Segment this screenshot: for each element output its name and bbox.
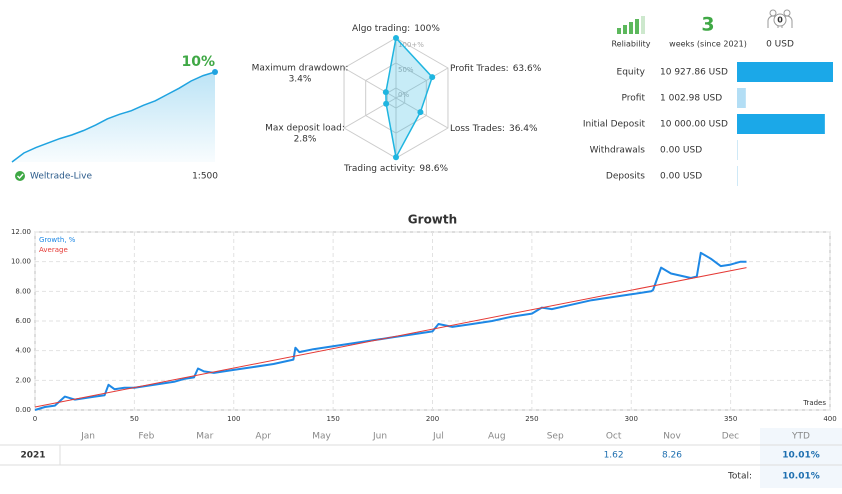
radar-tick-label: 50%: [398, 66, 414, 74]
ytd-header: YTD: [791, 432, 810, 442]
verified-check: [17, 173, 24, 180]
total-value: 10.01%: [782, 472, 820, 482]
weeks-label: weeks (since 2021): [669, 40, 747, 49]
radar-point: [417, 109, 424, 116]
radar-value: 2.8%: [294, 135, 317, 145]
area-line: [11, 71, 216, 163]
month-header: Jan: [80, 432, 95, 442]
x-axis-label: Trades: [802, 399, 826, 407]
verified-icon: [15, 171, 25, 181]
x-tick-label: 0: [33, 415, 37, 423]
radar-tick-label: 100+%: [398, 41, 424, 49]
month-header: Aug: [488, 432, 506, 442]
radar-spoke: [395, 67, 449, 99]
legend-entry: Average: [39, 246, 68, 254]
account-name[interactable]: Weltrade-Live: [30, 172, 92, 182]
y-tick-label: 4.00: [15, 347, 31, 355]
month-cell: 8.26: [662, 451, 682, 461]
radar-label: Trading activity:: [343, 164, 415, 174]
month-header: May: [312, 432, 331, 442]
radar-label: Loss Trades:: [450, 124, 505, 134]
stat-bar: [737, 114, 825, 134]
stat-label: Initial Deposit: [583, 120, 646, 130]
stat-bar: [737, 88, 746, 108]
y-tick-label: 0.00: [15, 406, 31, 414]
stat-label: Equity: [617, 68, 646, 78]
end-dot: [212, 69, 218, 75]
x-tick-label: 400: [823, 415, 836, 423]
x-tick-label: 50: [130, 415, 139, 423]
y-tick-label: 6.00: [15, 317, 31, 325]
x-tick-label: 250: [525, 415, 538, 423]
year-cell: 2021: [20, 451, 45, 461]
chart-title: Growth: [408, 213, 457, 227]
radar-label-group: Loss Trades: 36.4%: [450, 124, 538, 134]
radar-label: Maximum drawdown:: [252, 64, 349, 74]
radar-point: [429, 74, 436, 81]
ytd-cell: 10.01%: [782, 451, 820, 461]
month-header: Apr: [255, 432, 271, 442]
y-tick-label: 2.00: [15, 376, 31, 384]
weeks-count: 3: [701, 14, 714, 36]
radar-point: [393, 35, 399, 41]
radar-value: 100%: [414, 24, 440, 34]
month-header: Mar: [196, 432, 213, 442]
stat-value: 10 927.86 USD: [660, 68, 728, 78]
radar-tick-label: 0%: [398, 91, 409, 99]
month-header: Dec: [722, 432, 739, 442]
radar-label-group: Trading activity: 98.6%: [343, 164, 448, 174]
stat-label: Deposits: [606, 172, 645, 182]
radar-label-group: Algo trading: 100%: [352, 24, 440, 34]
leverage: 1:500: [192, 172, 218, 182]
radar-label: Algo trading:: [352, 24, 410, 34]
month-header: Sep: [547, 432, 564, 442]
stat-bar: [737, 140, 738, 160]
stat-bar: [737, 62, 833, 82]
stat-value: 10 000.00 USD: [660, 120, 728, 130]
y-tick-label: 12.00: [11, 228, 31, 236]
total-label: Total:: [727, 472, 752, 482]
month-header: Nov: [663, 432, 681, 442]
month-header: Jul: [432, 432, 444, 442]
y-tick-label: 8.00: [15, 287, 31, 295]
month-header: Oct: [606, 432, 622, 442]
radar-value: 36.4%: [509, 124, 538, 134]
ytd-column: [760, 428, 842, 488]
radar-value: 63.6%: [513, 64, 542, 74]
month-header: Feb: [138, 432, 154, 442]
legend-entry: Growth, %: [39, 236, 76, 244]
reliability-icon: [617, 16, 645, 34]
radar-point: [383, 100, 390, 107]
stat-value: 0.00 USD: [660, 146, 702, 156]
reliability-label: Reliability: [611, 40, 650, 49]
radar-point: [382, 89, 389, 96]
radar-value: 3.4%: [289, 75, 312, 85]
stat-label: Profit: [622, 94, 646, 104]
radar-value: 98.6%: [419, 164, 448, 174]
radar-point: [393, 154, 399, 161]
series-line: [34, 267, 747, 408]
series-line: [34, 251, 747, 411]
radar-label-group: Profit Trades: 63.6%: [450, 64, 542, 74]
month-header: Jun: [372, 432, 387, 442]
x-tick-label: 350: [724, 415, 737, 423]
subscribers-icon: [767, 9, 793, 28]
stat-value: 0.00 USD: [660, 172, 702, 182]
stat-bar: [737, 166, 738, 186]
x-tick-label: 300: [625, 415, 638, 423]
stat-label: Withdrawals: [590, 146, 646, 156]
subscribers-funds: 0 USD: [766, 40, 794, 50]
radar-label: Max deposit load:: [265, 124, 345, 134]
y-tick-label: 10.00: [11, 258, 31, 266]
x-tick-label: 200: [426, 415, 439, 423]
radar-area: [385, 36, 434, 160]
x-tick-label: 100: [227, 415, 240, 423]
subscribers-count: 0: [777, 16, 783, 25]
radar-label: Profit Trades:: [450, 64, 509, 74]
month-cell: 1.62: [604, 451, 624, 461]
gain-label: 10%: [181, 54, 215, 70]
x-tick-label: 150: [326, 415, 339, 423]
stat-value: 1 002.98 USD: [660, 94, 722, 104]
